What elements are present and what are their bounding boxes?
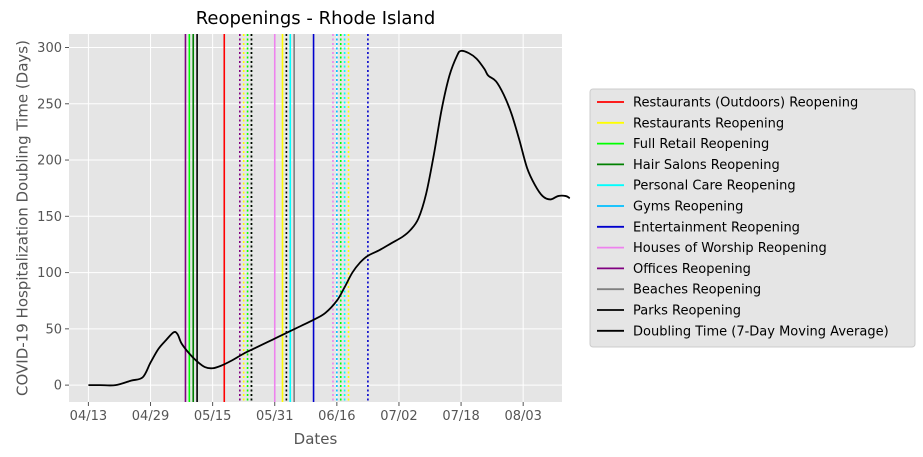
y-tick-label: 50 xyxy=(45,322,62,337)
x-tick-label: 07/02 xyxy=(380,409,417,424)
legend-label: Doubling Time (7-Day Moving Average) xyxy=(633,324,889,339)
y-tick-labels: 0 50 100 150 200 250 300 xyxy=(37,41,69,394)
x-tick-label: 06/16 xyxy=(318,409,355,424)
x-tick-label: 07/18 xyxy=(442,409,479,424)
legend: Restaurants (Outdoors) Reopening Restaura… xyxy=(589,88,916,348)
legend-label: Beaches Reopening xyxy=(633,283,761,298)
legend-items: Restaurants (Outdoors) Reopening Restaura… xyxy=(597,96,889,339)
x-tick-label: 05/31 xyxy=(256,409,293,424)
x-axis-label: Dates xyxy=(294,430,338,448)
legend-label: Offices Reopening xyxy=(633,262,751,277)
plot-background xyxy=(69,34,562,402)
y-tick-label: 250 xyxy=(37,97,62,112)
y-tick-label: 200 xyxy=(37,154,62,169)
y-tick-label: 150 xyxy=(37,210,62,225)
legend-box xyxy=(589,88,916,348)
legend-label: Hair Salons Reopening xyxy=(633,158,780,173)
chart-title: Reopenings - Rhode Island xyxy=(196,8,436,29)
x-tick-label: 04/29 xyxy=(132,409,169,424)
legend-label: Personal Care Reopening xyxy=(633,179,796,194)
legend-label: Entertainment Reopening xyxy=(633,220,800,235)
legend-label: Gyms Reopening xyxy=(633,200,743,215)
legend-label: Full Retail Reopening xyxy=(633,137,769,152)
x-tick-label: 08/03 xyxy=(504,409,541,424)
x-tick-labels: 04/13 04/29 05/15 05/31 06/16 07/02 07/18 08/03 xyxy=(70,402,542,424)
legend-label: Parks Reopening xyxy=(633,304,741,319)
y-tick-label: 0 xyxy=(54,379,62,394)
reopening-lines-layer xyxy=(184,34,369,402)
y-axis-label: COVID-19 Hospitalization Doubling Time (… xyxy=(13,40,31,396)
y-tick-label: 100 xyxy=(37,266,62,281)
legend-label: Restaurants (Outdoors) Reopening xyxy=(633,96,858,111)
series-layer xyxy=(88,49,571,387)
doubling-time-series-line xyxy=(88,49,571,387)
y-tick-label: 300 xyxy=(37,41,62,56)
legend-label: Houses of Worship Reopening xyxy=(633,241,827,256)
x-tick-label: 04/13 xyxy=(70,409,107,424)
legend-label: Restaurants Reopening xyxy=(633,116,784,131)
x-tick-label: 05/15 xyxy=(194,409,231,424)
